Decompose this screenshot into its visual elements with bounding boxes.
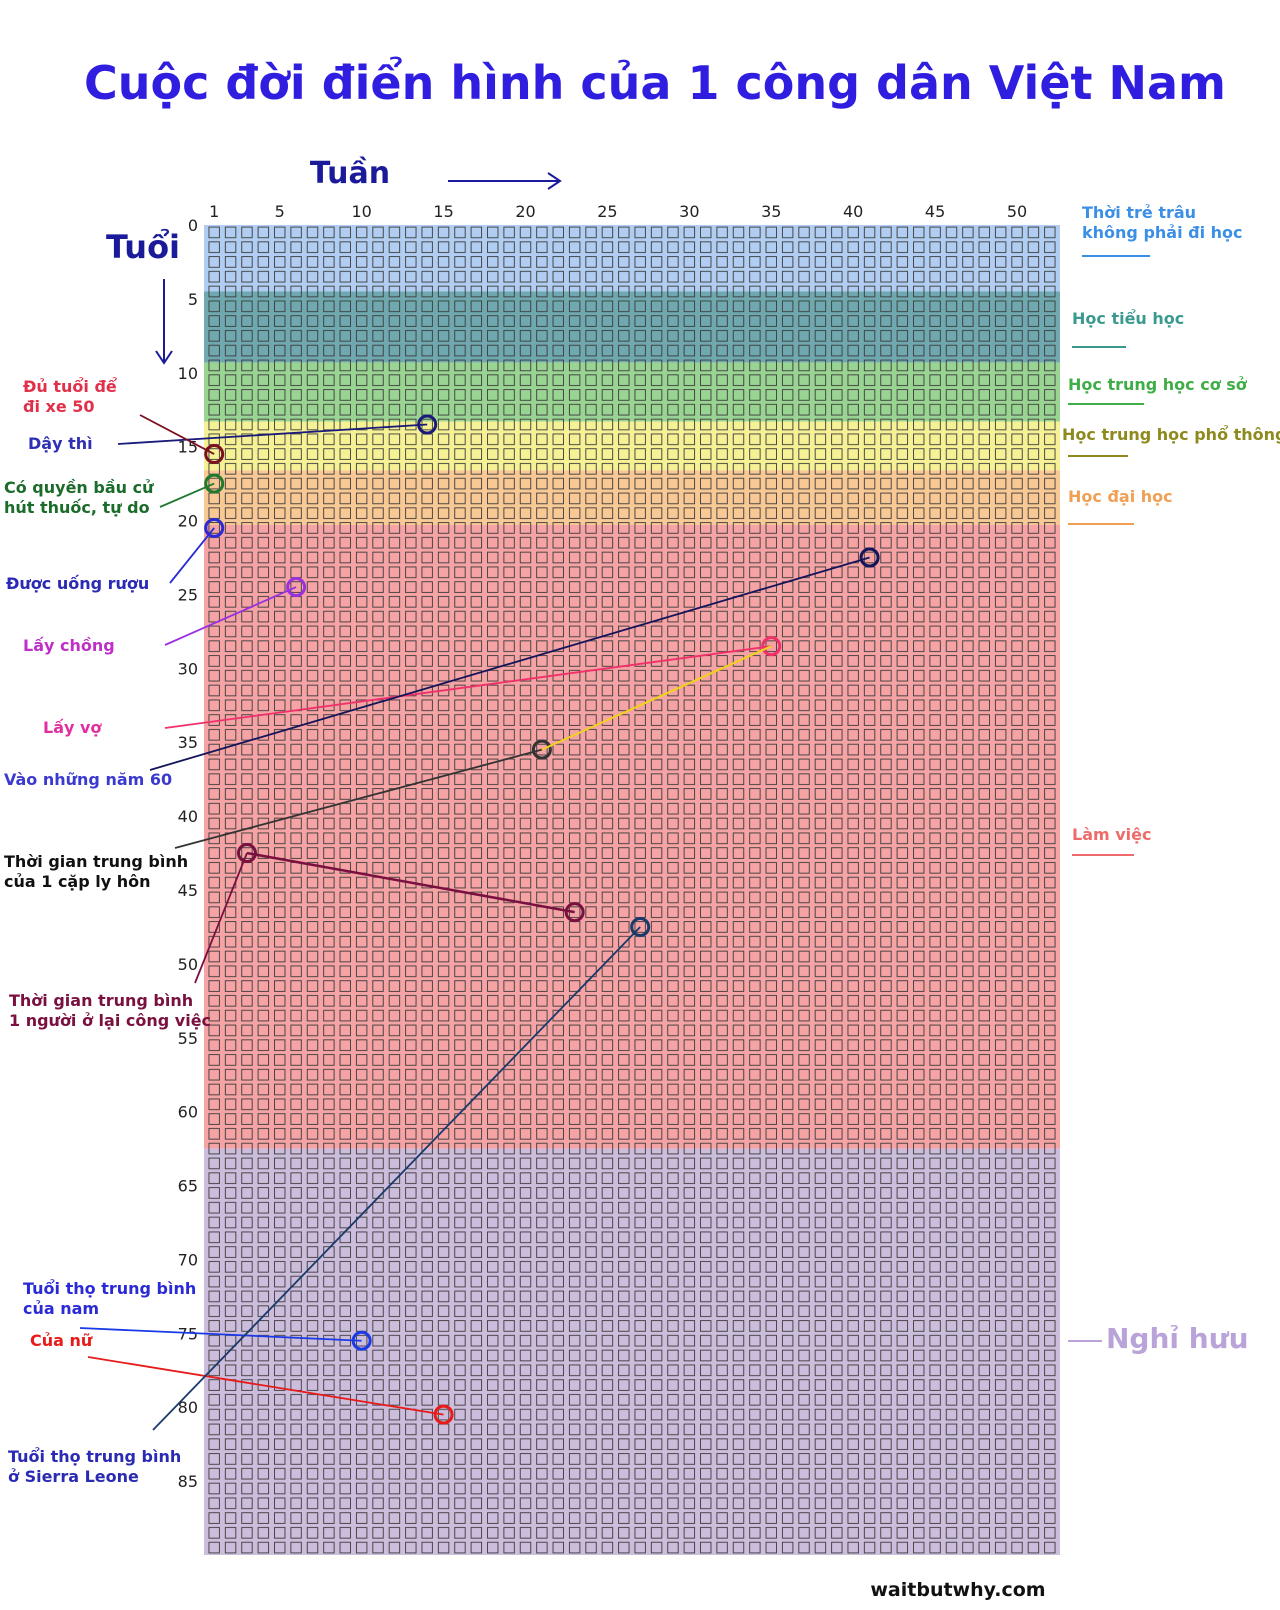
x-tick-label: 25 <box>597 202 617 221</box>
x-tick-label: 35 <box>761 202 781 221</box>
event-label: Tuổi thọ trung bình <box>8 1447 181 1466</box>
phase-label: Nghỉ hưu <box>1106 1322 1249 1355</box>
event-label: Vào những năm 60 <box>4 770 172 789</box>
event-label: Thời gian trung bình <box>4 852 188 871</box>
phase-label: Thời trẻ trâu <box>1082 203 1196 222</box>
event-marker <box>204 517 225 538</box>
event-marker <box>351 1330 372 1351</box>
x-tick-label: 45 <box>925 202 945 221</box>
event-label: Tuổi thọ trung bình <box>23 1279 196 1298</box>
divorce-connector-line <box>541 645 772 751</box>
y-tick-label: 10 <box>178 364 198 383</box>
event-marker <box>204 444 225 465</box>
x-tick-label: 15 <box>433 202 453 221</box>
event-label: Thời gian trung bình <box>9 991 193 1010</box>
y-tick-label: 35 <box>178 733 198 752</box>
y-tick-label: 85 <box>178 1472 198 1491</box>
event-leader-line <box>164 645 772 729</box>
phase-label: Học tiểu học <box>1072 309 1184 328</box>
event-leader-line <box>152 926 641 1431</box>
event-label: Có quyền bầu cử <box>4 478 154 497</box>
event-label: của nam <box>23 1299 99 1318</box>
y-tick-label: 60 <box>178 1103 198 1122</box>
y-tick-label: 80 <box>178 1398 198 1417</box>
event-marker <box>204 473 225 494</box>
x-axis-arrow-icon <box>448 172 562 190</box>
event-label: ở Sierra Leone <box>8 1467 139 1486</box>
event-label: Dậy thì <box>28 434 93 453</box>
event-marker <box>859 547 880 568</box>
event-label: Lấy chồng <box>23 636 115 655</box>
event-label: Lấy vợ <box>43 718 102 737</box>
y-tick-label: 20 <box>178 512 198 531</box>
job-tenure-line <box>246 851 575 914</box>
event-marker <box>531 739 552 760</box>
event-label: của 1 cặp ly hôn <box>4 872 151 891</box>
event-leader-line <box>79 1327 362 1342</box>
event-leader-line <box>194 852 248 984</box>
event-label: Đủ tuổi để <box>23 377 117 396</box>
y-axis-label: Tuổi <box>106 228 180 266</box>
job-tenure-end-marker <box>564 902 585 923</box>
y-tick-label: 70 <box>178 1250 198 1269</box>
x-tick-label: 30 <box>679 202 699 221</box>
event-marker <box>417 414 438 435</box>
week-grid <box>206 225 1058 1555</box>
event-marker <box>761 636 782 657</box>
phase-label: Học đại học <box>1068 487 1173 506</box>
y-tick-label: 75 <box>178 1324 198 1343</box>
y-tick-label: 55 <box>178 1029 198 1048</box>
event-label: đi xe 50 <box>23 397 95 416</box>
event-marker <box>236 843 257 864</box>
event-marker <box>630 916 651 937</box>
x-tick-label: 40 <box>843 202 863 221</box>
footer-credit: waitbutwhy.com <box>870 1579 1045 1601</box>
x-tick-label: 1 <box>209 202 219 221</box>
x-tick-label: 20 <box>515 202 535 221</box>
y-tick-label: 5 <box>188 290 198 309</box>
x-tick-label: 10 <box>351 202 371 221</box>
event-leader-line <box>87 1356 444 1416</box>
event-label: Được uống rượu <box>6 574 149 593</box>
event-marker <box>433 1404 454 1425</box>
event-marker <box>286 577 307 598</box>
event-leader-line <box>174 748 543 849</box>
phase-label: Làm việc <box>1072 825 1151 844</box>
y-tick-label: 25 <box>178 585 198 604</box>
phase-label: Học trung học cơ sở <box>1068 375 1248 394</box>
phase-label: không phải đi học <box>1082 223 1243 242</box>
x-tick-label: 50 <box>1007 202 1027 221</box>
y-tick-label: 65 <box>178 1177 198 1196</box>
page-title: Cuộc đời điển hình của 1 công dân Việt N… <box>84 56 1226 110</box>
event-label: Của nữ <box>30 1331 93 1350</box>
event-leader-line <box>117 423 428 445</box>
event-leader-line <box>169 527 215 584</box>
event-leader-line <box>149 556 870 771</box>
y-axis-arrow-icon <box>155 279 173 365</box>
y-tick-label: 40 <box>178 807 198 826</box>
event-leader-line <box>164 586 297 646</box>
event-label: 1 người ở lại công việc <box>9 1011 211 1030</box>
y-tick-label: 45 <box>178 881 198 900</box>
event-label: hút thuốc, tự do <box>4 498 150 517</box>
y-tick-label: 50 <box>178 955 198 974</box>
event-leader-line <box>139 414 215 455</box>
x-tick-label: 5 <box>275 202 285 221</box>
phase-label: Học trung học phổ thông <box>1062 425 1280 444</box>
y-tick-label: 30 <box>178 659 198 678</box>
x-axis-label: Tuần <box>310 156 390 191</box>
y-tick-label: 0 <box>188 216 198 235</box>
